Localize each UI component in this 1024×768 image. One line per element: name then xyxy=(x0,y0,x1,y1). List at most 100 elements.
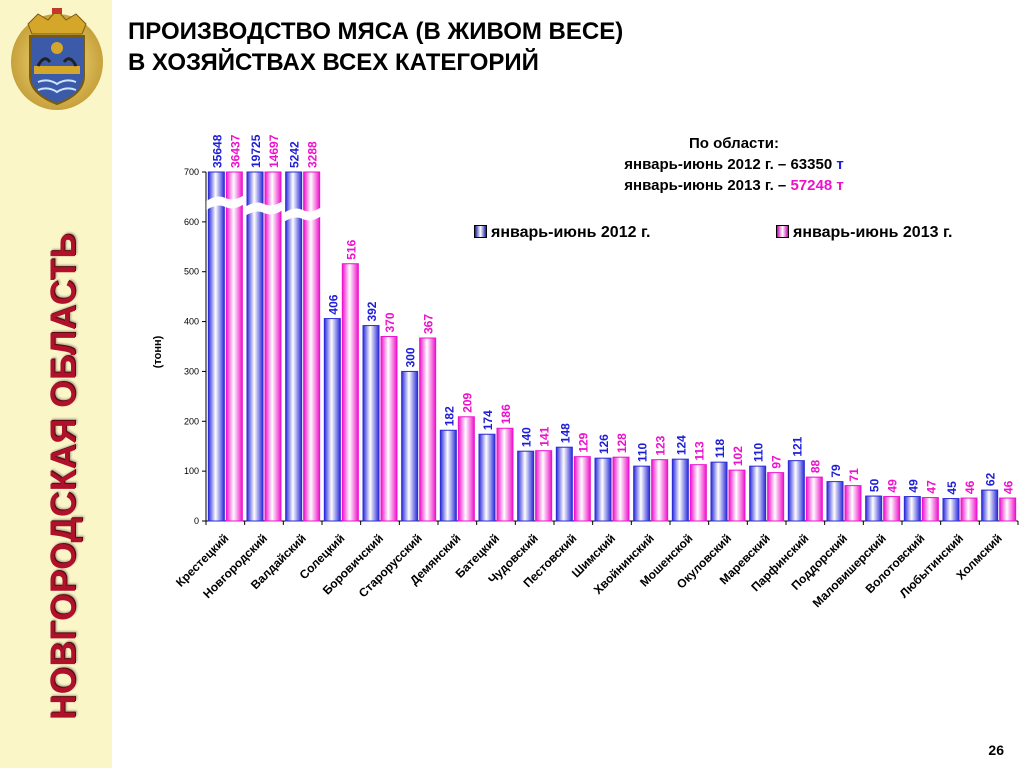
data-label-2012: 62 xyxy=(984,472,998,486)
data-label-2013: 113 xyxy=(692,441,706,461)
y-tick-label: 400 xyxy=(184,317,199,327)
bar-2013 xyxy=(612,456,630,522)
bar-2013 xyxy=(844,485,862,522)
data-label-2012: 300 xyxy=(404,347,418,367)
data-label-2013: 88 xyxy=(808,459,822,473)
data-label-2012: 49 xyxy=(906,479,920,493)
data-label-2012: 140 xyxy=(520,427,534,447)
y-tick-label: 500 xyxy=(184,267,199,277)
summary-line-2013: январь-июнь 2013 г. – 57248 т xyxy=(560,175,908,196)
data-label-2013: 49 xyxy=(886,479,900,493)
y-tick-label: 700 xyxy=(184,167,199,177)
bar-2012 xyxy=(903,496,921,522)
bar-2012 xyxy=(710,461,728,522)
data-label-2013: 141 xyxy=(538,426,552,446)
bar-2013 xyxy=(303,171,321,522)
bar-2013 xyxy=(457,416,475,522)
data-label-2012: 50 xyxy=(868,478,882,492)
data-label-2013: 46 xyxy=(1002,480,1016,494)
y-tick-label: 100 xyxy=(184,466,199,476)
bar-2012 xyxy=(555,446,573,522)
bar-2012 xyxy=(401,370,419,522)
title-line-1: ПРОИЗВОДСТВО МЯСА (В ЖИВОМ ВЕСЕ) xyxy=(128,18,624,45)
data-label-2012: 124 xyxy=(674,435,688,455)
bar-2013 xyxy=(921,497,939,522)
legend-swatch-2013 xyxy=(776,225,789,238)
data-label-2012: 110 xyxy=(636,442,650,462)
y-tick-label: 300 xyxy=(184,366,199,376)
data-label-2012: 126 xyxy=(597,434,611,454)
bar-2012 xyxy=(478,433,496,522)
bar-2013 xyxy=(767,472,785,522)
bar-2013 xyxy=(999,497,1017,522)
legend-label-2012: январь-июнь 2012 г. xyxy=(491,224,651,241)
y-tick-label: 0 xyxy=(194,516,199,526)
data-label-2013: 46 xyxy=(963,480,977,494)
data-label-2013: 367 xyxy=(422,314,436,334)
summary-2012-unit: т xyxy=(836,156,844,173)
bar-2013 xyxy=(805,476,823,522)
data-label-2012: 110 xyxy=(752,442,766,462)
summary-2013-value: 57248 xyxy=(790,177,833,194)
page-title: ПРОИЗВОДСТВО МЯСА (В ЖИВОМ ВЕСЕ) В ХОЗЯЙ… xyxy=(128,16,623,78)
data-label-2013: 71 xyxy=(847,468,861,482)
data-label-2013: 370 xyxy=(383,312,397,332)
bar-2012 xyxy=(246,171,264,522)
data-label-2013: 128 xyxy=(615,433,629,453)
bar-2013 xyxy=(225,171,243,522)
title-line-2: В ХОЗЯЙСТВАХ ВСЕХ КАТЕГОРИЙ xyxy=(128,49,539,76)
data-label-2013: 47 xyxy=(924,480,938,494)
data-label-2013: 3288 xyxy=(306,141,320,168)
summary-heading: По области: xyxy=(689,135,779,152)
data-label-2012: 118 xyxy=(713,438,727,458)
bar-2013 xyxy=(380,336,398,522)
y-tick-label: 600 xyxy=(184,217,199,227)
bar-2012 xyxy=(981,489,999,522)
bar-2012 xyxy=(865,495,883,522)
data-label-2012: 182 xyxy=(442,406,456,426)
bar-2012 xyxy=(787,460,805,522)
summary-2013-unit: т xyxy=(836,177,844,194)
data-label-2013: 97 xyxy=(770,455,784,469)
bar-2012 xyxy=(633,465,651,522)
legend-swatch-2012 xyxy=(474,225,487,238)
data-label-2013: 14697 xyxy=(267,134,281,168)
bar-2013 xyxy=(535,450,553,522)
data-label-2012: 392 xyxy=(365,301,379,321)
bar-2012 xyxy=(362,325,380,522)
data-label-2013: 209 xyxy=(460,392,474,412)
bar-2013 xyxy=(960,497,978,522)
legend-entry-2013: январь-июнь 2013 г. xyxy=(776,224,952,242)
data-label-2012: 406 xyxy=(326,294,340,314)
legend-entry-2012: январь-июнь 2012 г. xyxy=(474,224,650,242)
data-label-2013: 516 xyxy=(344,239,358,259)
region-summary: По области: январь-июнь 2012 г. – 63350 … xyxy=(560,133,908,196)
bar-2013 xyxy=(728,469,746,522)
sidebar: НОВГОРОДСКАЯ ОБЛАСТЬ xyxy=(0,0,112,768)
bar-2013 xyxy=(651,459,669,522)
coat-of-arms-icon xyxy=(11,8,103,110)
axis-break-mark xyxy=(283,207,322,222)
bar-2012 xyxy=(285,171,303,522)
summary-2013-prefix: январь-июнь 2013 г. – xyxy=(624,177,787,194)
data-label-2013: 36437 xyxy=(228,134,242,168)
bar-2013 xyxy=(883,496,901,522)
data-label-2013: 186 xyxy=(499,404,513,424)
data-label-2012: 174 xyxy=(481,410,495,430)
bar-2012 xyxy=(942,498,960,522)
data-label-2013: 129 xyxy=(576,432,590,452)
axis-break-mark xyxy=(206,195,245,210)
summary-2012-text: январь-июнь 2012 г. – 63350 xyxy=(624,156,833,173)
bar-2012 xyxy=(207,171,225,522)
page-number: 26 xyxy=(988,742,1004,758)
bar-2012 xyxy=(517,450,535,522)
data-label-2012: 19725 xyxy=(249,134,263,168)
data-label-2012: 45 xyxy=(945,481,959,495)
bar-2013 xyxy=(419,337,437,522)
bar-2013 xyxy=(264,171,282,522)
bar-2013 xyxy=(341,263,359,522)
bar-2012 xyxy=(826,481,844,522)
bar-2013 xyxy=(496,427,514,522)
data-label-2013: 123 xyxy=(654,435,668,455)
